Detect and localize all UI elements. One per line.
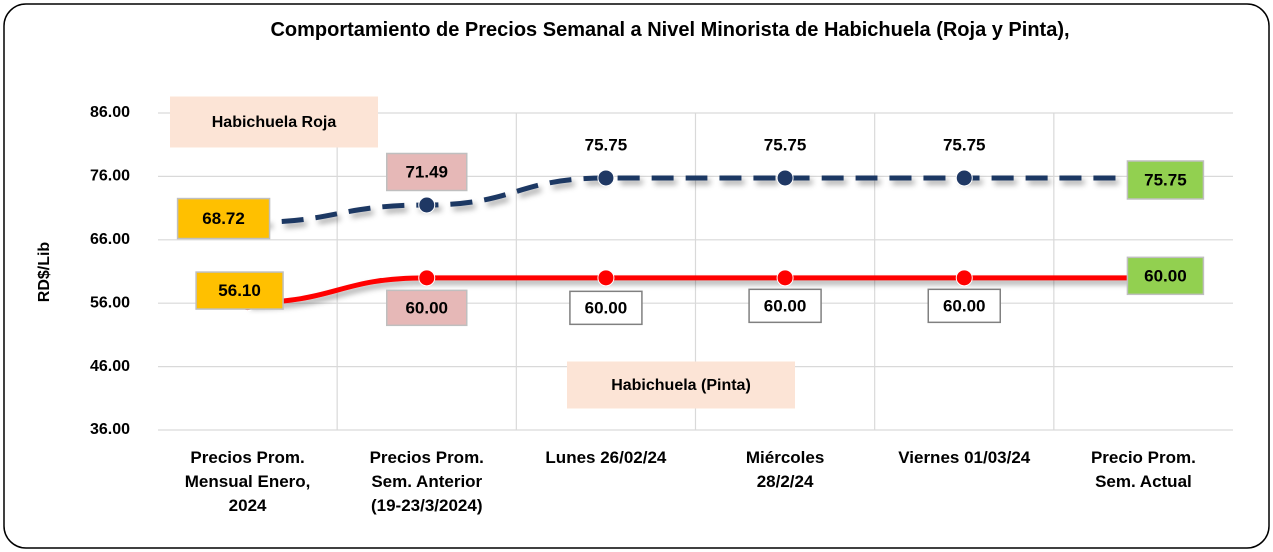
x-tick-label: Precios Prom. Mensual Enero, 2024 xyxy=(184,448,311,515)
data-point xyxy=(955,269,973,287)
data-label: 75.75 xyxy=(943,135,986,154)
y-tick-label: 56.00 xyxy=(90,294,130,311)
data-point xyxy=(597,269,615,287)
x-tick-label: Viernes 01/03/24 xyxy=(898,448,1031,467)
series-line xyxy=(247,275,1144,306)
data-label: 60.00 xyxy=(764,296,807,315)
legend-label: Habichuela Roja xyxy=(212,114,337,131)
data-label-box xyxy=(386,289,468,327)
data-point xyxy=(776,269,794,287)
data-label-box xyxy=(1126,160,1205,200)
y-tick-label: 86.00 xyxy=(90,104,130,121)
data-point xyxy=(418,269,436,287)
x-tick-label: Precios Prom. Sem. Anterior (19-23/3/202… xyxy=(369,448,484,515)
series-line xyxy=(247,175,1144,226)
data-label: 60.00 xyxy=(1144,266,1187,285)
data-label-box xyxy=(569,290,643,326)
y-axis-title: RD$/Lib xyxy=(36,242,53,303)
data-label: 68.72 xyxy=(202,209,245,228)
data-label-box xyxy=(927,288,1001,324)
data-point xyxy=(776,169,794,187)
data-label: 60.00 xyxy=(405,298,448,317)
data-point xyxy=(597,169,615,187)
x-tick-label: Miércoles 28/2/24 xyxy=(745,448,825,491)
data-label: 60.00 xyxy=(585,298,628,317)
data-label-box xyxy=(1126,256,1205,296)
data-label-box xyxy=(195,271,284,310)
y-tick-label: 46.00 xyxy=(90,358,130,375)
data-label: 75.75 xyxy=(764,135,807,154)
y-tick-label: 76.00 xyxy=(90,168,130,185)
legend-box xyxy=(567,361,795,409)
x-tick-label: Lunes 26/02/24 xyxy=(545,448,667,467)
data-label: 75.75 xyxy=(585,135,628,154)
data-label: 75.75 xyxy=(1144,170,1187,189)
data-point xyxy=(955,169,973,187)
data-label-box xyxy=(748,288,822,324)
chart-title: Comportamiento de Precios Semanal a Nive… xyxy=(270,19,1070,41)
data-label: 60.00 xyxy=(943,296,986,315)
data-label-box xyxy=(176,197,271,240)
legend-box xyxy=(170,96,378,148)
y-tick-label: 36.00 xyxy=(90,421,130,438)
data-label-box xyxy=(386,152,468,192)
legend-label: Habichuela (Pinta) xyxy=(611,377,751,394)
x-tick-label: Precio Prom. Sem. Actual xyxy=(1090,448,1196,491)
data-point xyxy=(418,196,436,214)
data-label: 56.10 xyxy=(218,281,261,300)
data-label: 71.49 xyxy=(405,162,448,181)
y-tick-label: 66.00 xyxy=(90,231,130,248)
